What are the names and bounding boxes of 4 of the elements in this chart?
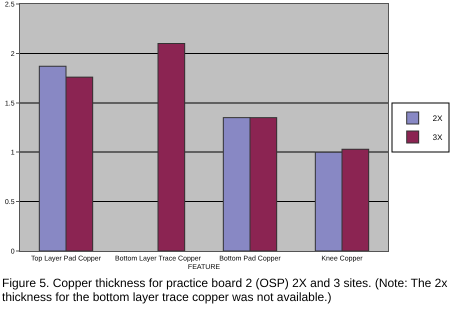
bar xyxy=(158,43,186,251)
legend-label: 2X xyxy=(432,114,444,124)
caption: Figure 5. Copper thickness for practice board 2 (OSP) 2X and 3 sites. (Note: The 2x thickness for the bottom layer trace copper was not available.) xyxy=(2,276,448,304)
legend-label: 3X xyxy=(432,133,444,142)
